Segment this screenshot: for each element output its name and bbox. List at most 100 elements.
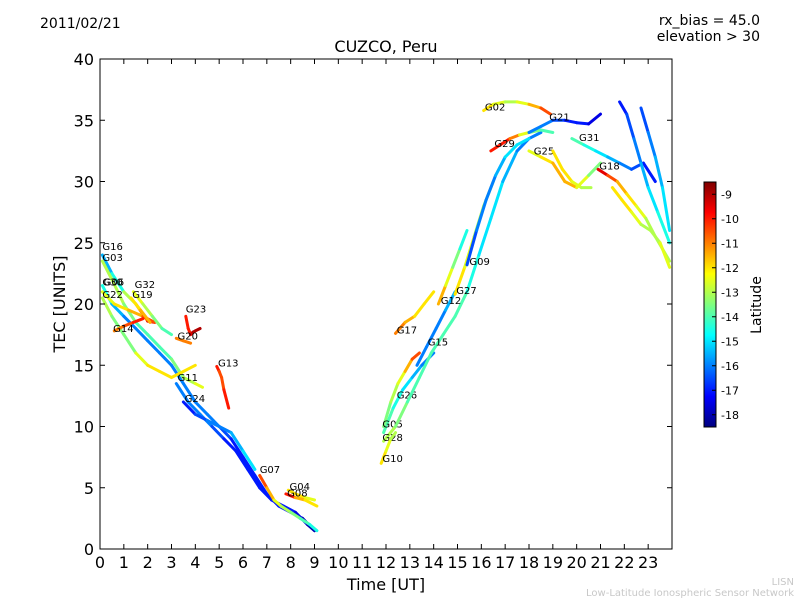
series-label: G06: [104, 278, 124, 289]
series-segment: [174, 382, 190, 404]
colorbar-tick-label: -11: [721, 237, 739, 250]
x-tick-label: 3: [166, 553, 176, 572]
series-segment: [308, 523, 319, 533]
series-segment: [656, 210, 672, 245]
x-tick-label: 2: [143, 553, 153, 572]
x-tick-label: 0: [95, 553, 105, 572]
series-segment: [298, 516, 312, 526]
series-segment: [527, 124, 543, 134]
x-tick-label: 19: [543, 553, 563, 572]
elevation-label: elevation > 30: [656, 29, 760, 45]
series-segment: [403, 357, 414, 373]
x-tick-label: 6: [238, 553, 248, 572]
colorbar-tick-label: -13: [721, 286, 739, 299]
series-segment: [289, 510, 302, 520]
colorbar-tick-label: -16: [721, 360, 739, 373]
series-label: G17: [397, 325, 417, 336]
series-segment: [434, 308, 448, 330]
series-label: G19: [132, 290, 152, 301]
series-segment: [160, 327, 173, 337]
series-segment: [282, 504, 297, 514]
series-label: G23: [186, 305, 206, 316]
x-tick-label: 20: [566, 553, 586, 572]
series-G17: G17: [394, 290, 436, 336]
series-G32: G32: [131, 280, 173, 337]
series-segment: [515, 137, 531, 147]
series-label: G20: [178, 332, 198, 343]
series-segment: [582, 143, 598, 153]
series-segment: [186, 400, 202, 416]
series-segment: [539, 106, 552, 116]
series-segment: [193, 327, 202, 333]
series-segment: [205, 418, 221, 428]
series-segment: [222, 388, 231, 410]
series-G31: G31: [570, 133, 657, 183]
series-segment: [646, 131, 657, 159]
series-segment: [258, 474, 269, 490]
series-segment: [382, 425, 397, 443]
series-G20: G20: [174, 332, 198, 345]
series-segment: [246, 467, 262, 490]
series-segment: [258, 486, 274, 502]
series-segment: [100, 259, 114, 281]
series-segment: [210, 425, 226, 441]
series-segment: [220, 376, 226, 392]
series-segment: [241, 455, 257, 477]
series-segment: [303, 498, 319, 508]
series-label: G18: [599, 161, 619, 172]
series-segment: [241, 449, 257, 471]
series-G23: G23: [184, 305, 206, 337]
series-label: G09: [469, 257, 489, 268]
series-label: G25: [534, 147, 554, 158]
series-segment: [484, 173, 498, 202]
series-segment: [634, 204, 648, 220]
colorbar-tick-label: -9: [721, 188, 732, 201]
series-segment: [403, 314, 417, 324]
series-label: G08: [287, 488, 307, 499]
series-label: G16: [102, 242, 122, 253]
series-segment: [527, 149, 543, 159]
series-label: G21: [549, 112, 569, 123]
series-segment: [265, 486, 276, 502]
series-segment: [649, 229, 662, 245]
series-segment: [527, 102, 543, 110]
series-segment: [158, 345, 173, 361]
colorbar: -9 -10 -11 -12 -13 -14 -15 -16 -17 -18: [703, 181, 739, 428]
series-G15: G15: [415, 290, 457, 367]
series-segment: [272, 498, 283, 508]
series-segment: [618, 161, 633, 171]
series-segment: [181, 400, 197, 416]
series-segment: [141, 302, 154, 318]
series-segment: [303, 496, 316, 502]
series-segment: [134, 351, 150, 367]
series-segment: [639, 222, 653, 232]
series-segment: [181, 339, 193, 345]
series-segment: [134, 327, 150, 343]
x-tick-label: 12: [376, 553, 396, 572]
y-tick-label: 20: [74, 295, 94, 314]
x-tick-label: 5: [214, 553, 224, 572]
x-tick-label: 8: [286, 553, 296, 572]
series-segment: [382, 406, 395, 435]
series-G05: G05: [382, 351, 421, 431]
series-segment: [158, 369, 173, 379]
series-label: G12: [441, 296, 461, 307]
series-segment: [394, 400, 409, 428]
series-segment: [539, 118, 555, 128]
y-tick-label: 10: [74, 418, 94, 437]
series-G30: G30: [100, 278, 316, 533]
series-G10: G10: [379, 431, 403, 465]
x-tick-label: 22: [614, 553, 634, 572]
series-segment: [229, 431, 245, 453]
series-segment: [661, 186, 672, 232]
series-segment: [253, 474, 269, 496]
series-label: G26: [397, 390, 417, 401]
series-segment: [475, 198, 488, 232]
series-segment: [563, 180, 579, 190]
series-segment: [100, 253, 114, 275]
series-segment: [444, 290, 457, 312]
series-segment: [458, 229, 469, 251]
series-segment: [234, 449, 250, 471]
date-label: 2011/02/21: [40, 16, 121, 32]
